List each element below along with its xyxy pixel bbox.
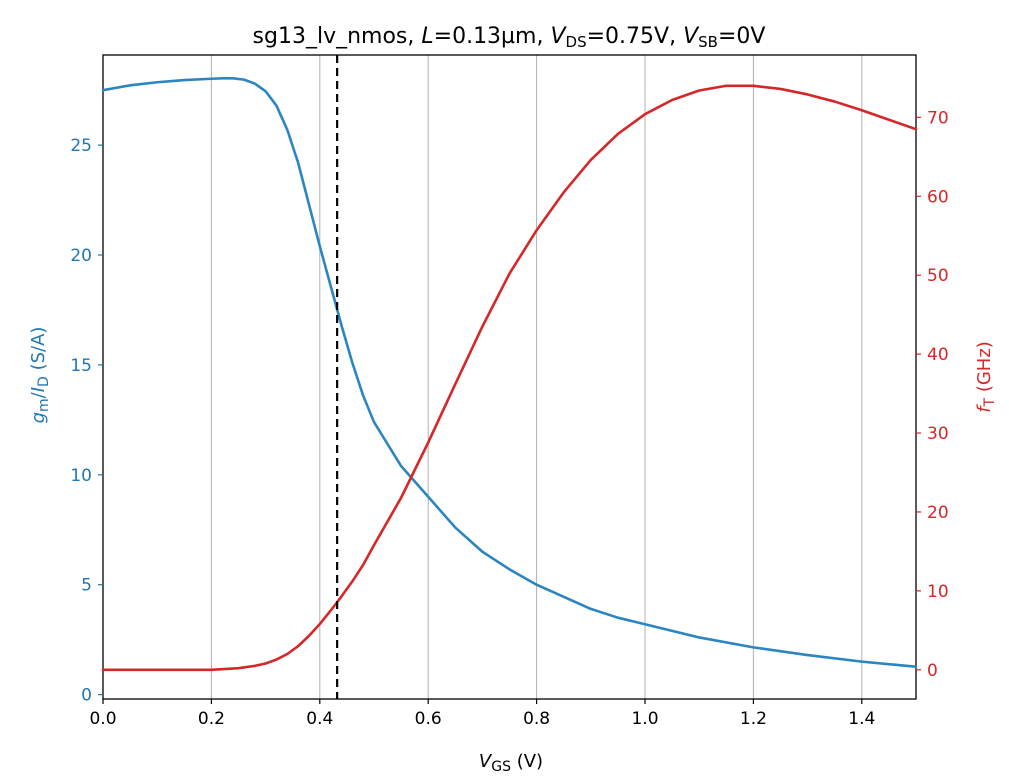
left-y-tick-label: 15 [70,356,92,376]
left-y-tick-label: 25 [70,136,92,156]
gm-id-series-line [101,77,918,668]
plot-frame [102,54,917,700]
right-y-tick-label: 30 [927,424,949,444]
left-y-axis-ticks: 0 5 10 15 20 25 [70,136,103,706]
x-tick-label: 0.2 [198,709,225,729]
x-tick-label: 0.8 [523,709,550,729]
x-tick-label: 1.0 [631,709,658,729]
right-y-axis-ticks: 0 10 20 30 40 50 60 70 [916,108,949,681]
ft-series-line [101,84,918,672]
x-tick-label: 1.2 [740,709,767,729]
right-y-tick-label: 70 [927,108,949,128]
x-tick-label: 0.0 [89,709,116,729]
x-tick-label: 0.6 [415,709,442,729]
right-y-axis-label: fT (GHz) [974,341,998,413]
left-y-axis-label: gm/ID (S/A) [28,327,52,424]
chart-title: sg13_lv_nmos, L=0.13µm, VDS=0.75V, VSB=0… [253,24,766,51]
series-layer [101,77,918,672]
x-axis-ticks: 0.0 0.2 0.4 0.6 0.8 1.0 1.2 1.4 [89,699,875,729]
x-tick-label: 0.4 [306,709,333,729]
x-axis-label: VGS (V) [479,751,543,775]
right-y-tick-label: 0 [927,661,938,681]
right-y-tick-label: 40 [927,345,949,365]
right-y-tick-label: 20 [927,503,949,523]
left-y-tick-label: 20 [70,246,92,266]
left-y-tick-label: 5 [81,576,92,596]
right-y-tick-label: 50 [927,266,949,286]
left-y-tick-label: 0 [81,686,92,706]
right-y-tick-label: 10 [927,582,949,602]
left-y-tick-label: 10 [70,466,92,486]
x-tick-label: 1.4 [848,709,875,729]
grid-lines [102,55,863,699]
right-y-tick-label: 60 [927,187,949,207]
